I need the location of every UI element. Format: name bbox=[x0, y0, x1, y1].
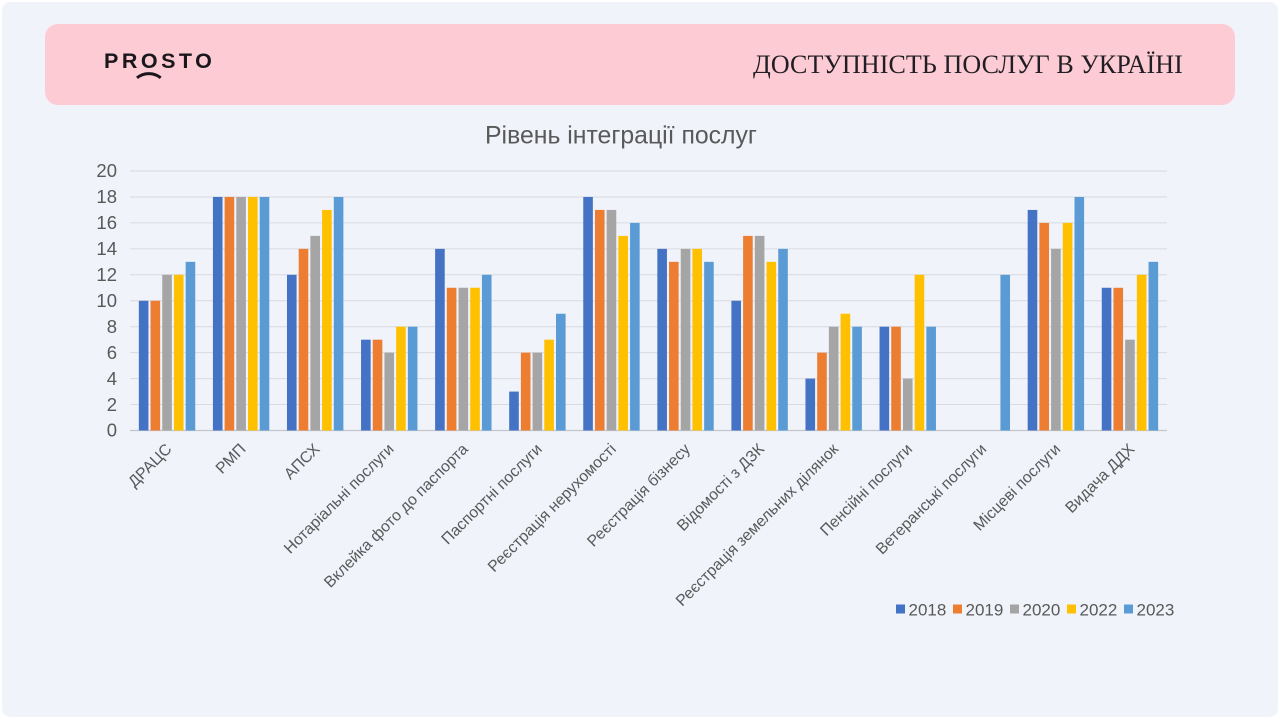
svg-text:2023: 2023 bbox=[1137, 601, 1175, 620]
svg-text:Реєстрація нерухомості: Реєстрація нерухомості bbox=[485, 441, 620, 576]
svg-text:РМП: РМП bbox=[213, 441, 250, 478]
svg-text:2018: 2018 bbox=[909, 601, 947, 620]
svg-text:2022: 2022 bbox=[1080, 601, 1118, 620]
svg-text:2020: 2020 bbox=[1023, 601, 1061, 620]
svg-text:Видача ДДХ: Видача ДДХ bbox=[1062, 440, 1138, 516]
svg-text:Вклейка фото до паспорта: Вклейка фото до паспорта bbox=[321, 441, 472, 592]
svg-text:Рівень інтеграції послуг: Рівень інтеграції послуг bbox=[485, 123, 757, 150]
svg-text:ДРАЦС: ДРАЦС bbox=[125, 441, 175, 491]
svg-text:4: 4 bbox=[107, 368, 117, 389]
svg-text:20: 20 bbox=[96, 160, 117, 181]
svg-text:14: 14 bbox=[96, 238, 117, 259]
svg-text:0: 0 bbox=[107, 420, 117, 441]
svg-text:2: 2 bbox=[107, 394, 117, 415]
svg-text:10: 10 bbox=[96, 290, 117, 311]
svg-text:6: 6 bbox=[107, 342, 117, 363]
svg-text:12: 12 bbox=[96, 264, 117, 285]
svg-text:Реєстрація земельних ділянок: Реєстрація земельних ділянок bbox=[673, 441, 842, 610]
svg-text:18: 18 bbox=[96, 186, 117, 207]
svg-text:8: 8 bbox=[107, 316, 117, 337]
svg-text:АПСХ: АПСХ bbox=[281, 440, 324, 483]
svg-text:16: 16 bbox=[96, 212, 117, 233]
svg-text:2019: 2019 bbox=[966, 601, 1004, 620]
